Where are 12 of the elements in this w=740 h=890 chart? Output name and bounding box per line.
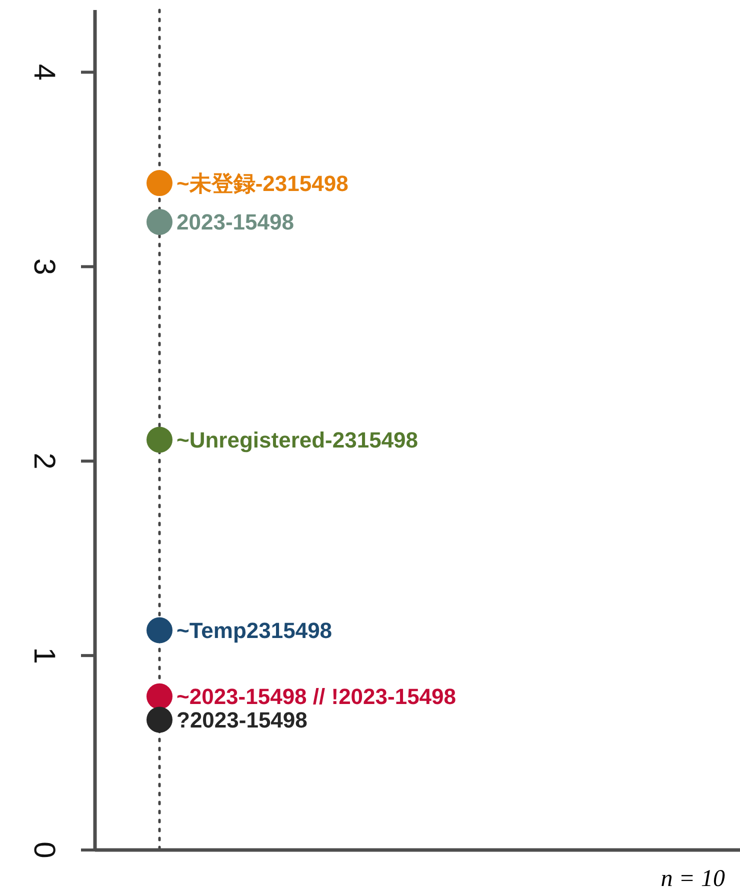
series-label: ~Unregistered-2315498 <box>176 427 418 452</box>
series-label: ~Temp2315498 <box>176 618 332 643</box>
y-tick-label: 1 <box>28 647 60 664</box>
y-tick-label: 2 <box>28 452 60 470</box>
series-label: ?2023-15498 <box>176 707 308 732</box>
series-label: ~未登録-2315498 <box>176 170 348 196</box>
y-tick-label: 0 <box>28 842 60 858</box>
series-label: ~2023-15498 // !2023-15498 <box>176 684 456 710</box>
series-label: 2023-15498 <box>176 210 294 235</box>
y-tick-label: 4 <box>28 64 60 81</box>
y-tick-label: 3 <box>28 258 60 276</box>
text: n = 10 <box>660 866 725 890</box>
